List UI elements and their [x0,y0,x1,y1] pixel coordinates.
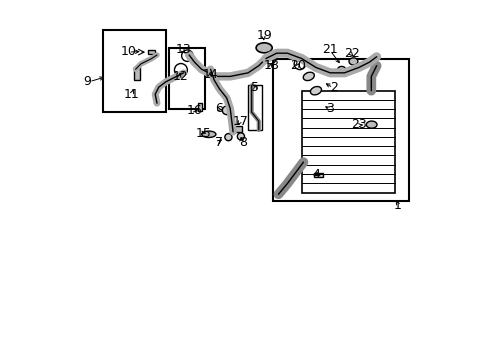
Ellipse shape [303,72,314,81]
Text: 5: 5 [251,81,259,94]
Bar [148,50,155,54]
Text: 10: 10 [120,45,136,58]
Text: 7: 7 [215,136,223,149]
Bar [134,67,140,80]
Bar [272,59,408,202]
Bar [301,91,394,193]
Text: 2: 2 [329,81,337,94]
Bar [198,103,202,111]
Ellipse shape [201,131,216,138]
Text: 9: 9 [83,75,91,88]
Text: 22: 22 [343,47,359,60]
Bar [103,30,165,112]
Text: 8: 8 [238,136,246,149]
Text: 16: 16 [186,104,202,117]
Text: 6: 6 [215,102,223,115]
Text: 15: 15 [195,127,211,140]
Bar [313,173,323,177]
Ellipse shape [337,66,345,72]
Text: 3: 3 [325,102,333,115]
Text: 13: 13 [176,43,191,56]
Text: 20: 20 [289,59,305,72]
Text: 14: 14 [202,68,218,81]
Text: 21: 21 [322,43,337,56]
Text: 19: 19 [256,29,271,42]
Text: 17: 17 [232,114,248,127]
Bar [169,48,205,109]
Bar [247,85,262,130]
Text: 18: 18 [263,59,279,72]
Ellipse shape [348,58,357,65]
Circle shape [222,106,230,114]
Ellipse shape [366,121,376,128]
Text: 1: 1 [393,198,401,212]
Text: 23: 23 [350,118,366,131]
Circle shape [237,133,244,140]
Bar [230,126,242,132]
Ellipse shape [256,43,272,53]
Text: 11: 11 [124,88,140,101]
Circle shape [224,134,231,141]
Text: 12: 12 [172,70,188,83]
Ellipse shape [310,86,321,95]
Text: 4: 4 [311,168,319,181]
